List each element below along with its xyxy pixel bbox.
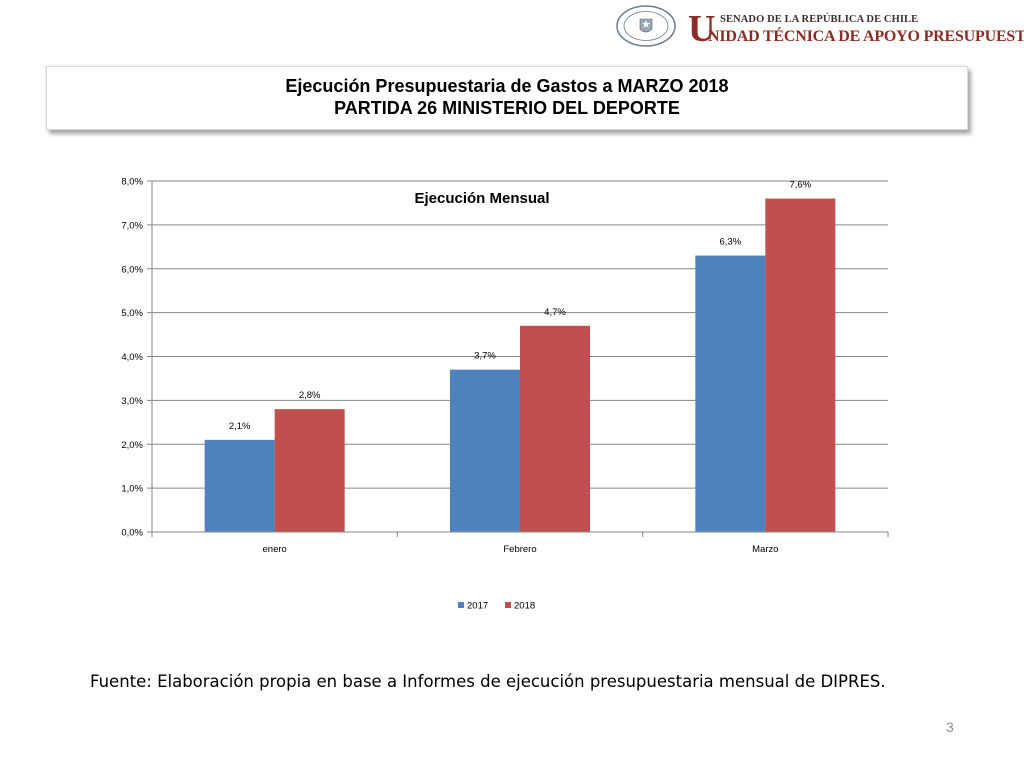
legend-label-2017: 2017 [467,601,488,612]
y-tick-label: 6,0% [121,264,143,275]
y-tick-label: 7,0% [121,220,143,231]
y-tick-label: 8,0% [121,177,143,188]
legend-swatch-2018 [505,602,511,608]
y-tick-label: 5,0% [121,308,143,319]
logo-letter: U [688,8,716,50]
legend-label-2018: 2018 [514,601,535,612]
x-tick-label: Febrero [503,544,536,555]
bar-2018-Marzo [765,198,836,533]
slide-title-line1: Ejecución Presupuestaria de Gastos a MAR… [285,76,729,96]
logo-senado-line: SENADO DE LA REPÚBLICA DE CHILE [720,14,919,25]
y-tick-label: 0,0% [121,528,143,539]
x-tick-label: Marzo [752,544,778,555]
bar-2017-Febrero [450,369,520,532]
data-label: 2,1% [229,421,251,432]
bar-2018-Febrero [520,325,590,532]
data-label: 4,7% [544,307,566,318]
bar-2017-Marzo [695,255,766,532]
bar-2017-enero [204,439,275,532]
senado-seal-logo [616,5,676,47]
y-tick-label: 3,0% [121,396,143,407]
bar-2018-enero [274,409,345,532]
slide-title-box: Ejecución Presupuestaria de Gastos a MAR… [46,66,968,130]
y-tick-label: 4,0% [121,352,143,363]
data-label: 7,6% [790,180,812,191]
data-label: 6,3% [720,237,742,248]
source-note: Fuente: Elaboración propia en base a Inf… [90,672,886,691]
logo-unidad-line: NIDAD TÉCNICA DE APOYO PRESUPUESTARIO [708,28,1024,45]
slide-title-line2: PARTIDA 26 MINISTERIO DEL DEPORTE [334,98,680,118]
data-label: 2,8% [299,390,321,401]
data-label: 3,7% [474,351,496,362]
utap-logo: U SENADO DE LA REPÚBLICA DE CHILE NIDAD … [688,8,1024,50]
y-tick-label: 2,0% [121,440,143,451]
y-tick-label: 1,0% [121,484,143,495]
page-number: 3 [946,719,954,735]
chart-title: Ejecución Mensual [414,190,549,207]
legend-swatch-2017 [458,602,464,608]
x-tick-label: enero [263,544,287,555]
